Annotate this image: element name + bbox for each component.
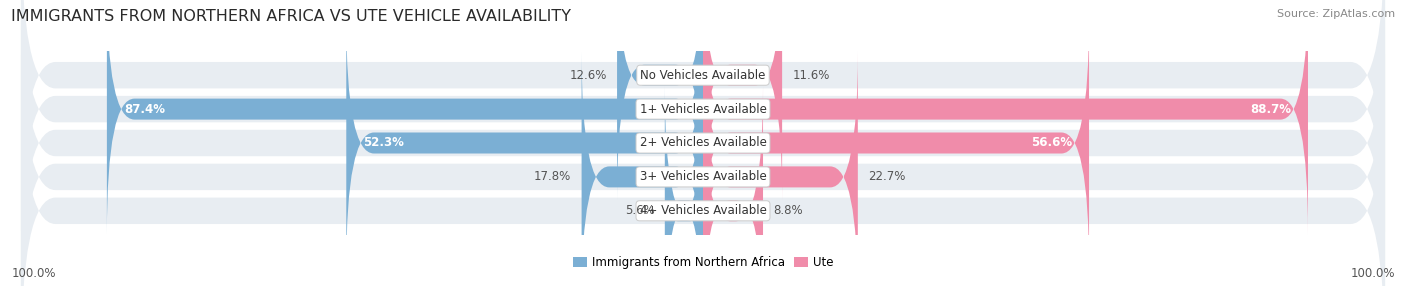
FancyBboxPatch shape <box>21 55 1385 286</box>
FancyBboxPatch shape <box>617 0 703 200</box>
Legend: Immigrants from Northern Africa, Ute: Immigrants from Northern Africa, Ute <box>572 256 834 269</box>
Text: 87.4%: 87.4% <box>124 103 165 116</box>
Text: 52.3%: 52.3% <box>364 136 405 150</box>
FancyBboxPatch shape <box>665 86 703 286</box>
Text: 100.0%: 100.0% <box>1350 267 1395 280</box>
Text: 1+ Vehicles Available: 1+ Vehicles Available <box>640 103 766 116</box>
FancyBboxPatch shape <box>703 52 858 286</box>
Text: 100.0%: 100.0% <box>11 267 56 280</box>
Text: 3+ Vehicles Available: 3+ Vehicles Available <box>640 170 766 183</box>
Text: 8.8%: 8.8% <box>773 204 803 217</box>
FancyBboxPatch shape <box>21 0 1385 265</box>
FancyBboxPatch shape <box>21 0 1385 231</box>
FancyBboxPatch shape <box>703 86 763 286</box>
Text: 17.8%: 17.8% <box>534 170 571 183</box>
FancyBboxPatch shape <box>582 52 703 286</box>
Text: 56.6%: 56.6% <box>1031 136 1071 150</box>
FancyBboxPatch shape <box>107 0 703 234</box>
FancyBboxPatch shape <box>21 21 1385 286</box>
Text: 11.6%: 11.6% <box>793 69 830 82</box>
FancyBboxPatch shape <box>703 0 1308 234</box>
Text: 5.6%: 5.6% <box>624 204 654 217</box>
Text: Source: ZipAtlas.com: Source: ZipAtlas.com <box>1277 9 1395 19</box>
FancyBboxPatch shape <box>703 18 1090 268</box>
Text: 12.6%: 12.6% <box>569 69 607 82</box>
Text: 22.7%: 22.7% <box>868 170 905 183</box>
Text: 4+ Vehicles Available: 4+ Vehicles Available <box>640 204 766 217</box>
FancyBboxPatch shape <box>346 18 703 268</box>
Text: IMMIGRANTS FROM NORTHERN AFRICA VS UTE VEHICLE AVAILABILITY: IMMIGRANTS FROM NORTHERN AFRICA VS UTE V… <box>11 9 571 23</box>
FancyBboxPatch shape <box>703 0 782 200</box>
Text: 88.7%: 88.7% <box>1250 103 1291 116</box>
Text: No Vehicles Available: No Vehicles Available <box>640 69 766 82</box>
Text: 2+ Vehicles Available: 2+ Vehicles Available <box>640 136 766 150</box>
FancyBboxPatch shape <box>21 0 1385 286</box>
